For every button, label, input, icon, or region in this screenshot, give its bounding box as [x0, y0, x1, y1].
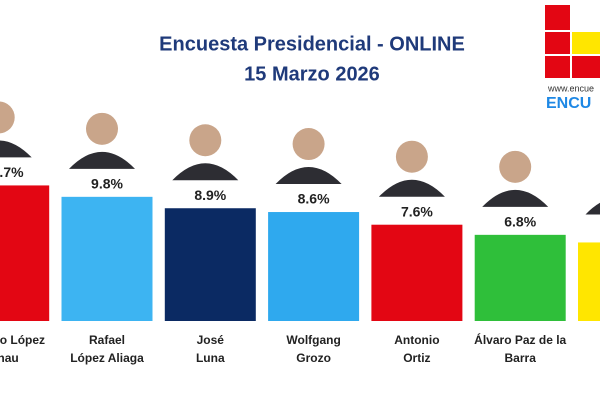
logo-square: [545, 32, 570, 54]
value-label: 9.8%: [91, 176, 123, 192]
category-label: Chau: [0, 351, 19, 365]
candidate-photo: [482, 189, 549, 207]
category-label: Barra: [505, 351, 537, 365]
candidate-photo: [499, 150, 532, 183]
logo-square: [572, 32, 600, 54]
category-label: Antonio: [394, 333, 439, 347]
candidate-photo: [172, 163, 239, 181]
category-label: Wolfgang: [286, 333, 340, 347]
value-label: 8.9%: [194, 187, 226, 203]
candidate-photo: [0, 140, 32, 158]
bar: [578, 242, 600, 321]
category-label: Álvaro Paz de la: [474, 332, 566, 347]
candidate-photo: [378, 179, 445, 197]
candidate-photo: [86, 112, 118, 145]
logo-text: ENCU: [546, 95, 591, 112]
candidate-photo: [585, 202, 600, 215]
value-label: 6.8%: [504, 214, 536, 230]
logo-square: [545, 5, 570, 30]
logo-square: [572, 56, 600, 78]
value-label: 7.6%: [401, 203, 433, 219]
candidate-photo: [275, 167, 342, 185]
value-label: 8.6%: [298, 191, 330, 207]
category-label: Luna: [196, 351, 225, 365]
logo-url: www.encue: [547, 83, 594, 93]
value-label: 10.7%: [0, 164, 24, 180]
chart-title: Encuesta Presidencial - ONLINE: [159, 33, 465, 55]
bar: [371, 224, 463, 321]
candidate-photo: [69, 151, 135, 169]
bar: [474, 234, 566, 321]
bar: [164, 208, 256, 321]
category-label: López Aliaga: [70, 351, 144, 365]
logo-square: [545, 56, 570, 78]
bar: [0, 185, 50, 321]
candidate-photo: [395, 140, 428, 173]
bar: [61, 196, 153, 321]
category-label: José: [197, 333, 225, 347]
candidate-photo: [0, 101, 15, 134]
candidate-photo: [189, 124, 222, 157]
category-label: Grozo: [296, 351, 331, 365]
category-label: Rafael: [89, 333, 125, 347]
chart-subtitle: 15 Marzo 2026: [244, 63, 380, 85]
logo: www.encue ENCU: [545, 5, 600, 112]
category-label: Alfonso López: [0, 333, 45, 347]
bar: [268, 212, 360, 321]
candidate-photo: [292, 128, 325, 161]
category-label: Ortiz: [403, 351, 430, 365]
